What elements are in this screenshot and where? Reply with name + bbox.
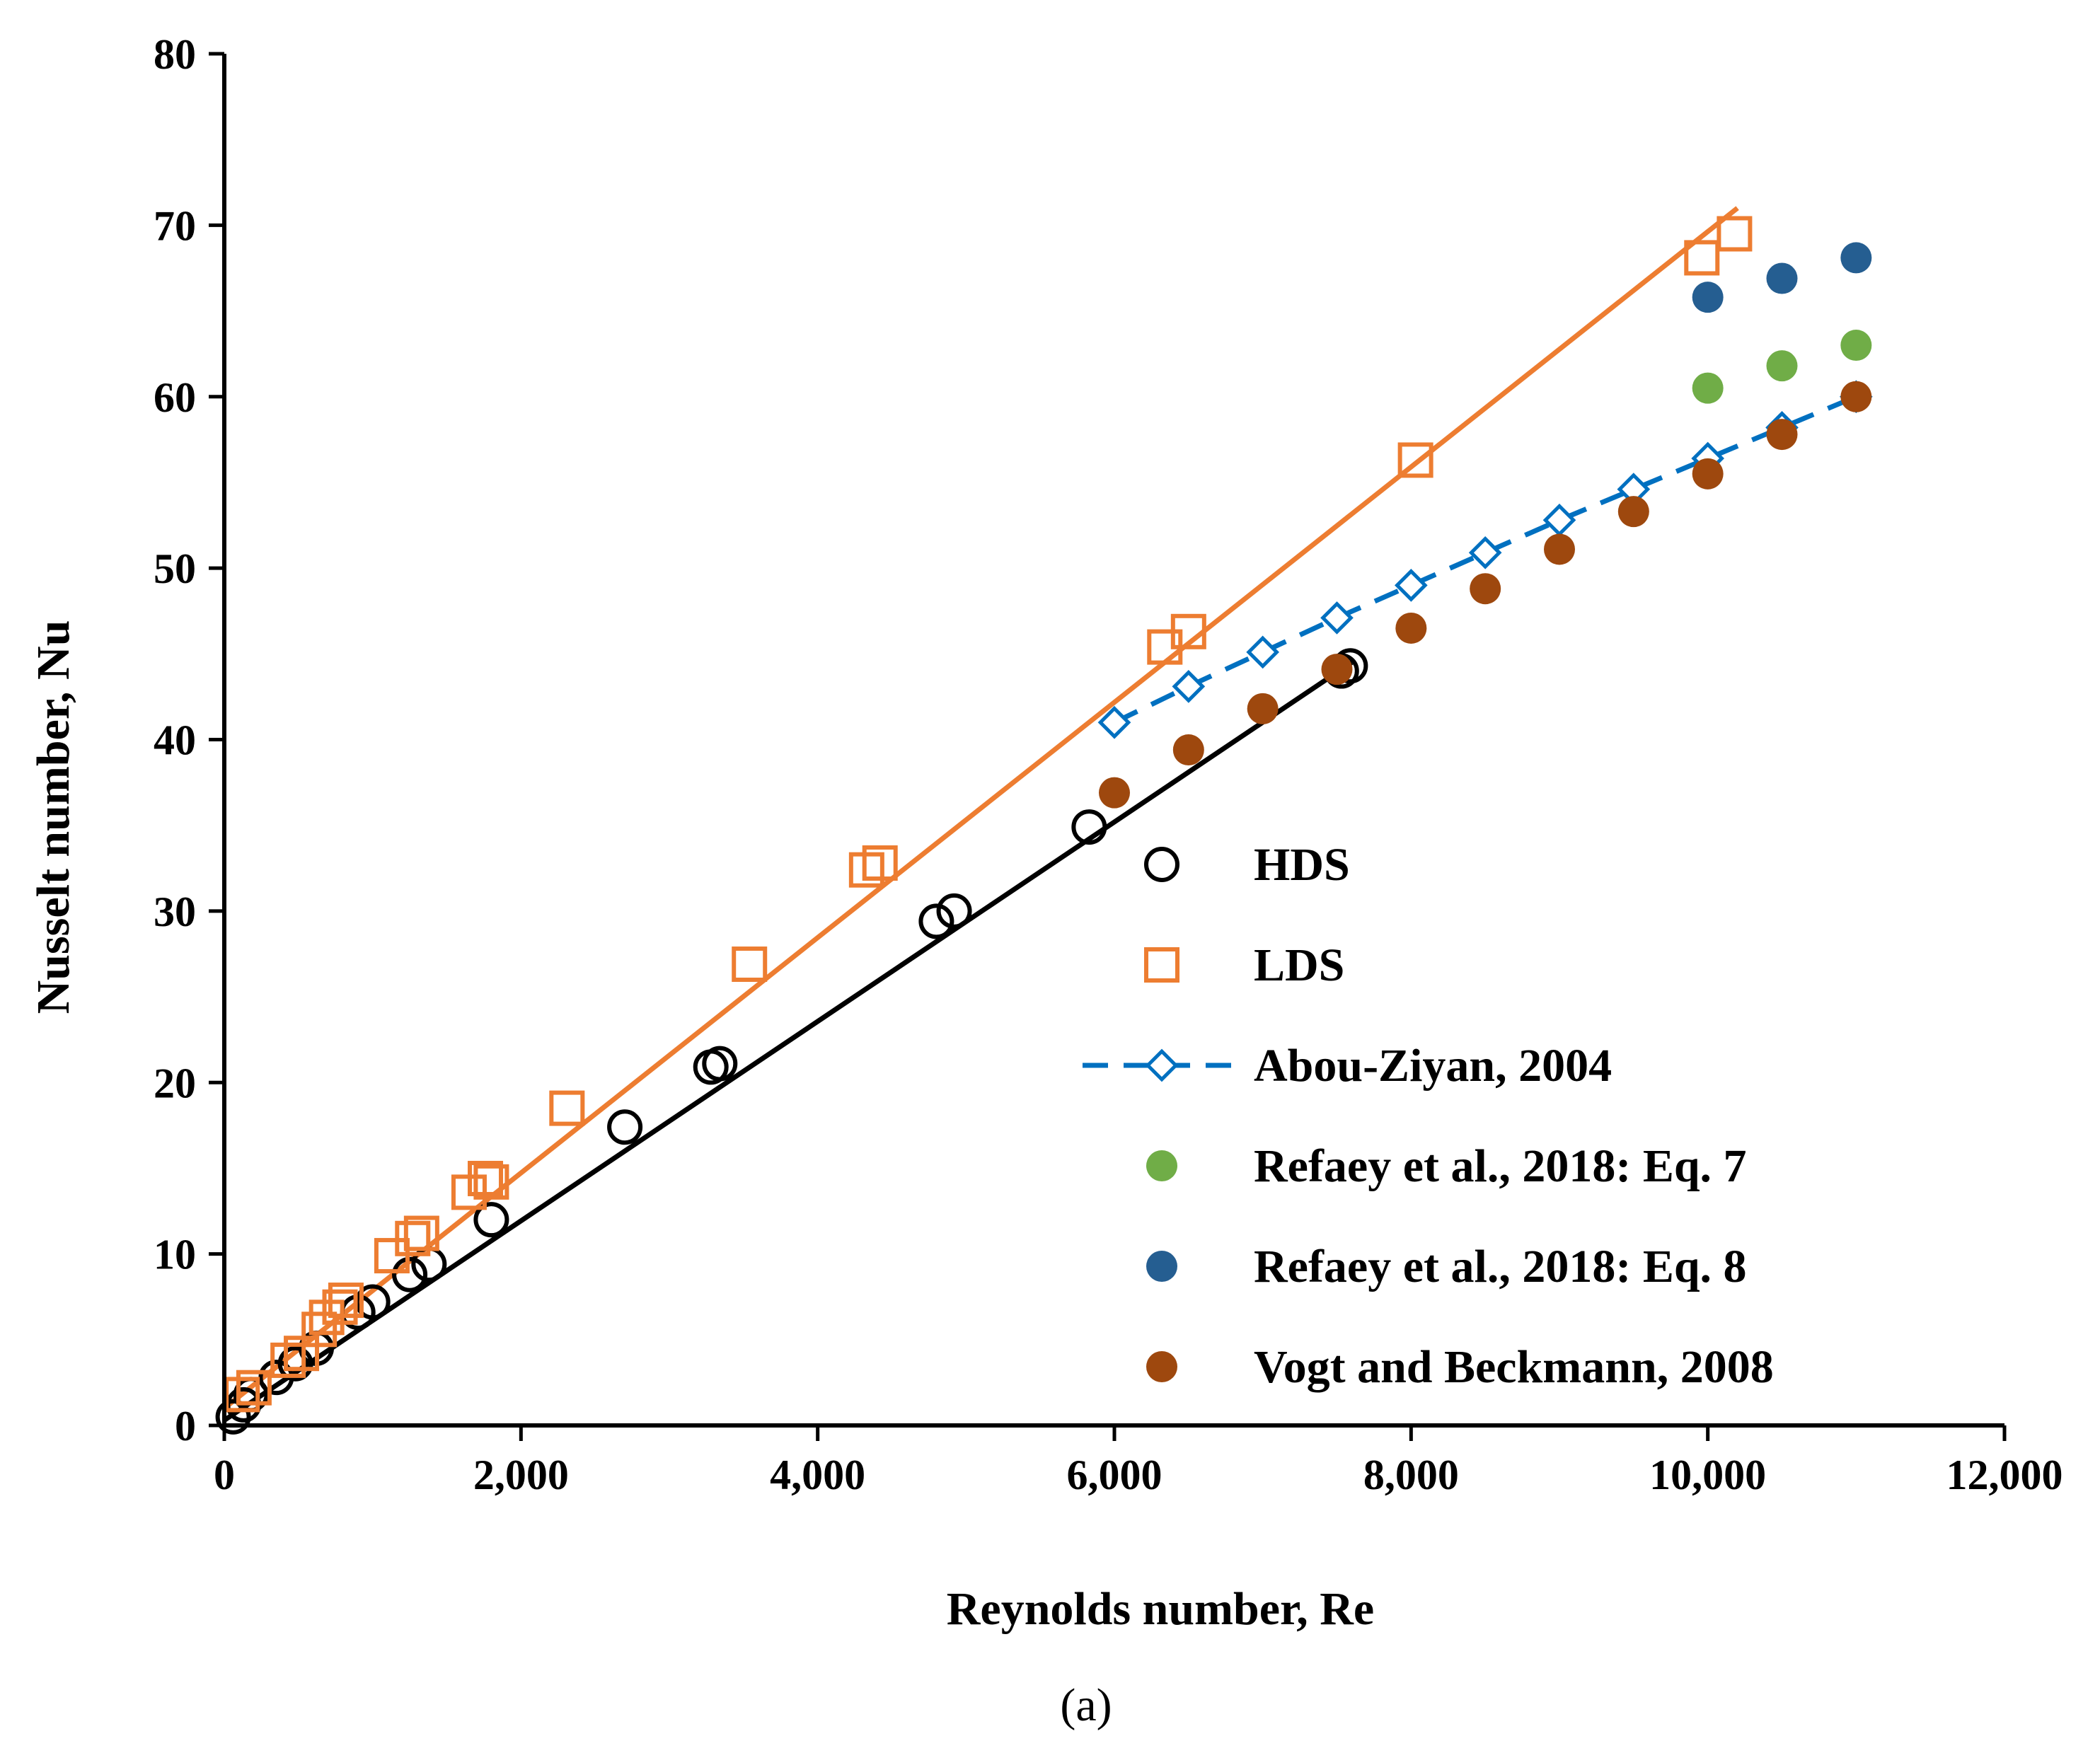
x-tick-label: 8,000: [1363, 1452, 1459, 1498]
data-point-s1-12: [468, 1160, 504, 1196]
x-tick-label: 10,000: [1649, 1452, 1766, 1498]
data-point-s3-2: [1840, 330, 1872, 361]
y-tick-label: 20: [154, 1060, 196, 1106]
data-point-s1-19: [1170, 613, 1206, 649]
data-point-s1-21: [1684, 240, 1720, 276]
data-point-s2-1: [1172, 670, 1206, 703]
data-point-s0-0: [215, 1399, 251, 1435]
data-point-s0-13: [702, 1046, 738, 1082]
data-point-s3-0: [1692, 372, 1724, 404]
data-point-s5-4: [1395, 612, 1427, 644]
x-tick-label: 6,000: [1067, 1452, 1162, 1498]
legend-label: Vogt and Beckmann, 2008: [1254, 1341, 1774, 1393]
data-point-s1-10: [403, 1215, 439, 1251]
legend-marker: [1144, 947, 1179, 983]
legend-marker: [1144, 847, 1179, 882]
data-point-s2-4: [1394, 569, 1428, 602]
y-tick-label: 30: [154, 889, 196, 935]
trendline-hds: [223, 660, 1354, 1423]
data-point-s2-0: [1097, 705, 1131, 739]
data-point-s1-2: [270, 1342, 306, 1378]
data-point-s0-11: [607, 1109, 643, 1145]
legend-label: Abou-Ziyan, 2004: [1254, 1040, 1612, 1092]
x-tick-label: 0: [214, 1452, 235, 1498]
legend-item-2: Abou-Ziyan, 2004: [1083, 1040, 1612, 1092]
data-point-s3-1: [1766, 350, 1798, 382]
y-tick-label: 70: [154, 202, 196, 249]
data-point-s1-16: [848, 852, 884, 888]
data-point-s1-15: [732, 947, 768, 983]
data-point-s4-2: [1840, 242, 1872, 274]
x-tick-label: 2,000: [473, 1452, 569, 1498]
legend-item-0: HDS: [1144, 839, 1350, 891]
data-point-s1-4: [301, 1312, 338, 1348]
data-point-s1-22: [1717, 216, 1753, 252]
legend-label: Refaey et al., 2018: Eq. 7: [1254, 1140, 1747, 1192]
figure-caption: (a): [1060, 1679, 1112, 1731]
data-point-s5-7: [1617, 496, 1649, 528]
data-point-s5-1: [1172, 734, 1204, 766]
data-point-s4-1: [1766, 262, 1798, 294]
data-point-s5-0: [1099, 777, 1130, 809]
legend-marker: [1145, 1048, 1179, 1082]
data-point-s1-6: [322, 1289, 358, 1325]
data-point-s2-2: [1246, 635, 1280, 669]
legend-item-1: LDS: [1144, 939, 1344, 991]
legend-item-4: Refaey et al., 2018: Eq. 8: [1146, 1241, 1747, 1292]
data-point-s5-6: [1544, 533, 1575, 565]
y-tick-label: 10: [154, 1232, 196, 1278]
legend-marker: [1146, 1351, 1177, 1382]
x-axis-title: Reynolds number, Re: [947, 1583, 1374, 1635]
data-point-s0-10: [473, 1202, 509, 1238]
data-point-s5-9: [1766, 419, 1798, 451]
data-point-s4-0: [1692, 282, 1724, 313]
data-point-s5-8: [1692, 458, 1724, 490]
y-tick-label: 60: [154, 374, 196, 421]
data-point-s2-6: [1542, 503, 1576, 537]
x-tick-label: 4,000: [770, 1452, 865, 1498]
legend-label: HDS: [1254, 839, 1350, 891]
y-axis-title: Nusselt number, Nu: [28, 620, 79, 1014]
axes: 0 2,000 4,000 6,000 8,000 10,000 12,000 0 10 20 30…: [154, 31, 2063, 1498]
data-point-s1-13: [473, 1164, 509, 1200]
data-point-s1-1: [236, 1370, 272, 1406]
y-tick-label: 80: [154, 31, 196, 78]
data-point-s1-7: [328, 1283, 364, 1319]
trendline-lds: [222, 206, 1739, 1411]
y-tick-label: 50: [154, 545, 196, 592]
data-point-s5-5: [1470, 573, 1501, 605]
data-point-s1-9: [395, 1220, 431, 1256]
data-point-s2-5: [1468, 536, 1502, 569]
x-tick-label: 12,000: [1946, 1452, 2063, 1498]
legend-label: Refaey et al., 2018: Eq. 8: [1254, 1241, 1747, 1292]
data-point-s2-3: [1320, 601, 1354, 635]
series-line-2: [1113, 394, 1857, 725]
data-point-s1-3: [284, 1336, 320, 1372]
y-tick-label: 40: [154, 717, 196, 764]
data-point-s1-17: [862, 845, 898, 881]
data-point-s5-3: [1321, 654, 1353, 685]
data-point-s0-8: [392, 1256, 428, 1292]
legend-item-3: Refaey et al., 2018: Eq. 7: [1146, 1140, 1747, 1192]
legend-marker: [1146, 1251, 1177, 1282]
data-point-s5-2: [1247, 693, 1279, 724]
data-point-s1-20: [1397, 442, 1433, 478]
legend-marker: [1146, 1150, 1177, 1181]
data-point-s0-16: [1071, 809, 1107, 845]
data-point-s5-10: [1840, 381, 1872, 412]
legend: HDS LDS Abou-Ziyan, 2004 Refaey et al., 201…: [1083, 839, 1774, 1393]
data-point-s0-14: [918, 903, 954, 939]
data-point-s1-0: [224, 1377, 260, 1413]
data-point-s1-14: [549, 1090, 585, 1126]
legend-label: LDS: [1254, 939, 1344, 991]
plot-area: [215, 206, 1873, 1435]
legend-item-5: Vogt and Beckmann, 2008: [1146, 1341, 1774, 1393]
y-tick-label: 0: [175, 1403, 196, 1449]
data-point-s0-15: [936, 893, 972, 929]
